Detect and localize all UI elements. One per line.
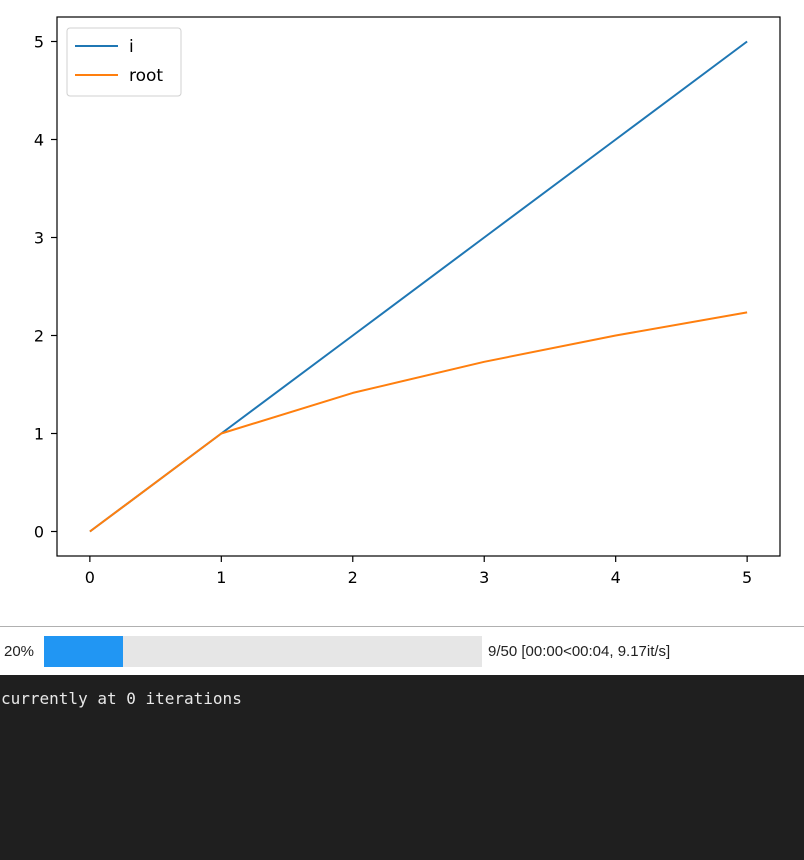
x-tick-label: 4 [611,568,621,587]
plot-frame [56,16,781,557]
progress-bar-fill [44,636,123,667]
x-tick-label: 5 [742,568,752,587]
line-chart: 0 1 2 3 4 5 0 1 2 3 4 5 i root [33,16,781,587]
y-tick-label: 2 [34,327,44,346]
legend-box [66,27,182,97]
progress-widget: 20% 9/50 [00:00<00:04, 9.17it/s] [0,626,804,675]
output-console: currently at 0 iterations [0,675,804,860]
x-tick-label: 1 [216,568,226,587]
y-tick-label: 1 [34,425,44,444]
x-tick-label: 3 [479,568,489,587]
console-output-line: currently at 0 iterations [1,689,242,708]
y-tick-label: 3 [34,229,44,248]
progress-percent-label: 20% [4,643,35,660]
y-tick-label: 4 [34,131,44,150]
legend-label-root: root [129,66,163,86]
legend-label-i: i [129,37,134,57]
chart-svg: 0 1 2 3 4 5 0 1 2 3 4 5 i root [34,16,781,587]
y-tick-label: 5 [34,33,44,52]
progress-stats-text: 9/50 [00:00<00:04, 9.17it/s] [488,643,671,660]
progress-bar-track [44,636,482,667]
series-line-root [89,311,748,533]
x-tick-label: 0 [85,568,95,587]
x-tick-label: 2 [348,568,358,587]
y-tick-label: 0 [34,523,44,542]
